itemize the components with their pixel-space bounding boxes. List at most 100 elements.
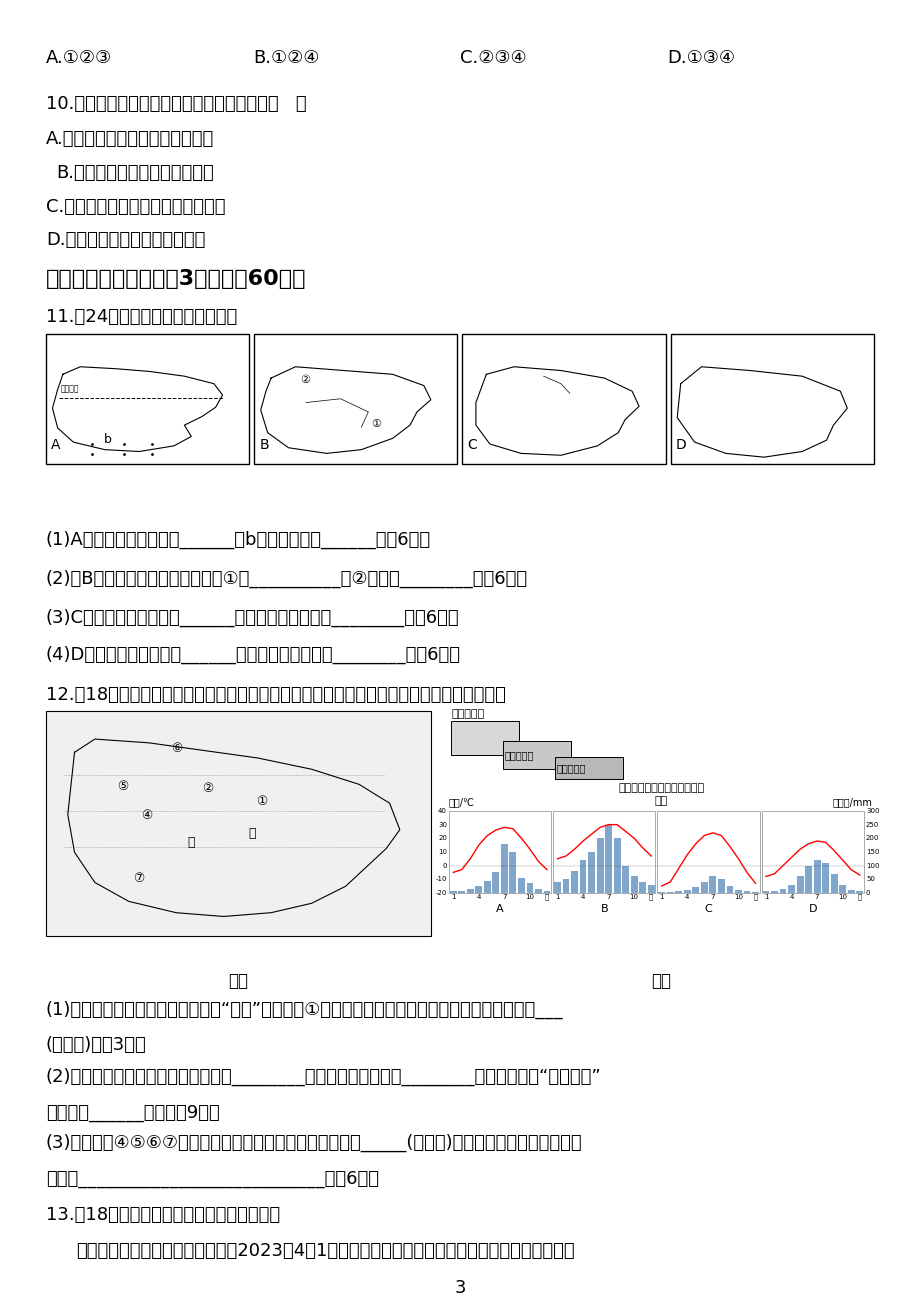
Text: A.洪涝和旱灾的分布区域不会重叠: A.洪涝和旱灾的分布区域不会重叠	[46, 130, 214, 148]
Bar	[822, 863, 828, 893]
Bar	[562, 879, 569, 893]
Text: 11.（24分）读图，回答下列问题。: 11.（24分）读图，回答下列问题。	[46, 309, 237, 326]
Bar	[535, 889, 541, 893]
Text: 特征是___________________________。（6分）: 特征是___________________________。（6分）	[46, 1170, 379, 1187]
Text: 10: 10	[629, 894, 638, 900]
Text: 4: 4	[476, 894, 481, 900]
Text: 甲: 甲	[187, 836, 194, 849]
Text: 10: 10	[733, 894, 743, 900]
Text: 1: 1	[659, 894, 664, 900]
Bar	[838, 884, 845, 893]
Text: 图一: 图一	[228, 973, 248, 991]
Bar	[847, 891, 854, 893]
Bar	[639, 881, 645, 893]
Text: b: b	[104, 434, 112, 447]
Bar	[762, 892, 768, 893]
Text: 《中华人民共和国黄河保护法》自2023年4月1日起施行。这部法律的制定实施，为在法治轨道上推: 《中华人民共和国黄河保护法》自2023年4月1日起施行。这部法律的制定实施，为在…	[76, 1242, 574, 1259]
Text: 10.下列有关我国自然灾害的叙述，正确的是（   ）: 10.下列有关我国自然灾害的叙述，正确的是（ ）	[46, 95, 306, 113]
Bar	[462, 335, 665, 464]
Text: ⑥: ⑥	[171, 742, 183, 755]
Text: (3)C图轮廓表示的省区是______，与其相邻的国家是________。（6分）: (3)C图轮廓表示的省区是______，与其相邻的国家是________。（6分…	[46, 608, 460, 626]
Bar	[46, 335, 249, 464]
Text: D: D	[675, 437, 686, 452]
Text: C: C	[704, 904, 711, 914]
Bar	[552, 811, 654, 893]
Text: 200: 200	[865, 836, 879, 841]
Bar	[709, 876, 716, 893]
Text: 150: 150	[865, 849, 879, 855]
Text: (3)图一中的④⑤⑥⑦是我国的四大盆地，其中海拔最高的是_____(填代号)；读图二可知，我国的地势: (3)图一中的④⑤⑥⑦是我国的四大盆地，其中海拔最高的是_____(填代号)；读…	[46, 1134, 582, 1152]
Text: B: B	[259, 437, 268, 452]
Bar	[856, 892, 862, 893]
Text: 降水量/mm: 降水量/mm	[831, 797, 871, 807]
Bar	[254, 335, 457, 464]
Bar	[734, 891, 741, 893]
Bar	[700, 881, 707, 893]
Bar	[483, 880, 490, 893]
Text: 7: 7	[502, 894, 506, 900]
Text: 7: 7	[709, 894, 714, 900]
Text: 3: 3	[454, 1280, 465, 1297]
Text: 250: 250	[865, 822, 879, 828]
Bar	[804, 866, 811, 893]
Text: 我国地势三级阶梯分布示意图: 我国地势三级阶梯分布示意图	[618, 783, 704, 793]
Text: 30: 30	[437, 822, 447, 828]
Bar	[675, 892, 682, 893]
Text: -10: -10	[435, 876, 447, 883]
Text: 4: 4	[789, 894, 793, 900]
Bar	[553, 881, 561, 893]
Text: 300: 300	[865, 809, 879, 814]
Bar	[46, 711, 430, 936]
Text: 4: 4	[685, 894, 688, 900]
Text: 第三级阶梯: 第三级阶梯	[556, 763, 585, 773]
Text: D.西北地区是旱灾最严重的地区: D.西北地区是旱灾最严重的地区	[46, 232, 205, 250]
Bar	[475, 887, 482, 893]
Text: A.①②③: A.①②③	[46, 49, 112, 68]
Bar	[554, 756, 622, 779]
Bar	[543, 891, 550, 893]
Text: 40: 40	[437, 809, 447, 814]
Bar	[448, 811, 550, 893]
Text: ①: ①	[255, 796, 267, 809]
Text: 20: 20	[437, 836, 447, 841]
Bar	[466, 889, 473, 893]
Bar	[449, 892, 456, 893]
Text: ⑤: ⑤	[118, 780, 129, 793]
Bar	[458, 891, 465, 893]
Text: (4)D图轮廓表示的省区是______，该省的行政中心是________。（6分）: (4)D图轮廓表示的省区是______，该省的行政中心是________。（6分…	[46, 646, 460, 664]
Text: 北回归线: 北回归线	[61, 385, 79, 393]
Bar	[770, 891, 777, 893]
Text: (1)A图轮廓表示的省区是______，b表示的海域是______。（6分）: (1)A图轮廓表示的省区是______，b表示的海域是______。（6分）	[46, 530, 431, 548]
Text: 之称的是______河段。（9分）: 之称的是______河段。（9分）	[46, 1104, 220, 1122]
Bar	[613, 838, 620, 893]
Bar	[830, 874, 836, 893]
Text: 乙: 乙	[248, 827, 255, 840]
Bar	[571, 871, 577, 893]
Text: 月: 月	[544, 894, 549, 901]
Text: 第一级阶梯: 第一级阶梯	[451, 710, 484, 719]
Bar	[670, 335, 873, 464]
Bar	[647, 884, 654, 893]
Text: 第二级阶梯: 第二级阶梯	[505, 750, 534, 760]
Text: 12.（18分）祖国地域辽阔，自然环境千差万别，自然资源丰富多样。读图，回答下列问题。: 12.（18分）祖国地域辽阔，自然环境千差万别，自然资源丰富多样。读图，回答下列…	[46, 686, 505, 704]
Text: 1: 1	[763, 894, 767, 900]
Bar	[579, 861, 585, 893]
Text: 0: 0	[442, 862, 447, 868]
Text: 1: 1	[555, 894, 559, 900]
Bar	[683, 891, 690, 893]
Text: B: B	[600, 904, 607, 914]
Bar	[761, 811, 863, 893]
Text: -20: -20	[436, 889, 447, 896]
Bar	[596, 838, 603, 893]
Bar	[450, 721, 518, 755]
Text: 二、综合题（本大题共3小题，內60分）: 二、综合题（本大题共3小题，內60分）	[46, 270, 306, 289]
Text: 图二: 图二	[654, 796, 667, 806]
Bar	[509, 852, 516, 893]
Text: ②: ②	[202, 783, 213, 796]
Text: 7: 7	[814, 894, 819, 900]
Text: B.台风主要分布在东南沿海地区: B.台风主要分布在东南沿海地区	[56, 164, 213, 182]
Text: C.②③④: C.②③④	[460, 49, 526, 68]
Text: C: C	[467, 437, 477, 452]
Text: (1)纵横交错的山脉构成我国地形的“骨架”。图一中①山脉东侧是华北平原，其气候类型是图三中的___: (1)纵横交错的山脉构成我国地形的“骨架”。图一中①山脉东侧是华北平原，其气候类…	[46, 1001, 563, 1019]
Text: 7: 7	[606, 894, 610, 900]
